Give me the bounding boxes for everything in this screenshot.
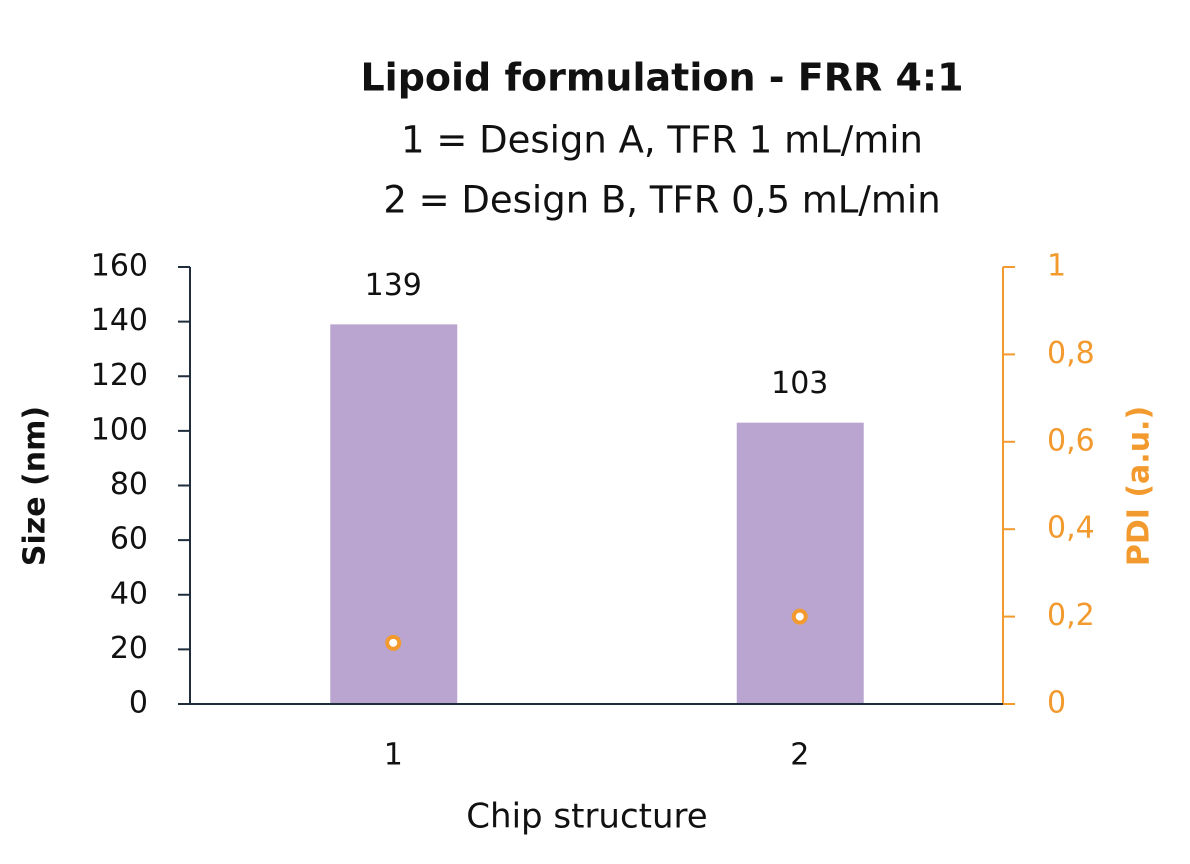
y-tick-label: 40 <box>110 576 148 611</box>
bar <box>736 422 864 704</box>
y-tick-label: 160 <box>91 249 148 284</box>
y-tick-label: 60 <box>110 522 148 557</box>
chart-title: Lipoid formulation - FRR 4:1 <box>360 56 963 100</box>
y2-tick-label: 0 <box>1047 686 1066 721</box>
y-tick-label: 20 <box>110 631 148 666</box>
data-label: 103 <box>771 366 828 401</box>
x-tick-label: 2 <box>790 738 809 773</box>
y-tick-label: 0 <box>129 686 148 721</box>
y2-tick-label: 0,8 <box>1047 336 1095 371</box>
chart-subtitle: 1 = Design A, TFR 1 mL/min <box>401 119 923 162</box>
data-label: 139 <box>365 268 422 303</box>
y-tick-label: 80 <box>110 467 148 502</box>
x-axis-label: Chip structure <box>466 797 707 837</box>
y-tick-label: 100 <box>91 412 148 447</box>
marker <box>791 608 808 625</box>
y2-tick-label: 0,6 <box>1047 423 1095 458</box>
y2-tick-label: 0,4 <box>1047 511 1095 546</box>
y2-axis-label: PDI (a.u.) <box>1122 406 1157 566</box>
y-tick-label: 140 <box>91 303 148 338</box>
y2-tick-label: 1 <box>1047 249 1066 284</box>
y-axis-label: Size (nm) <box>18 406 53 566</box>
x-tick-label: 1 <box>384 738 403 773</box>
y2-tick-label: 0,2 <box>1047 598 1095 633</box>
y-tick-label: 120 <box>91 358 148 393</box>
chart-subtitle: 2 = Design B, TFR 0,5 mL/min <box>383 179 940 222</box>
marker <box>385 634 402 651</box>
